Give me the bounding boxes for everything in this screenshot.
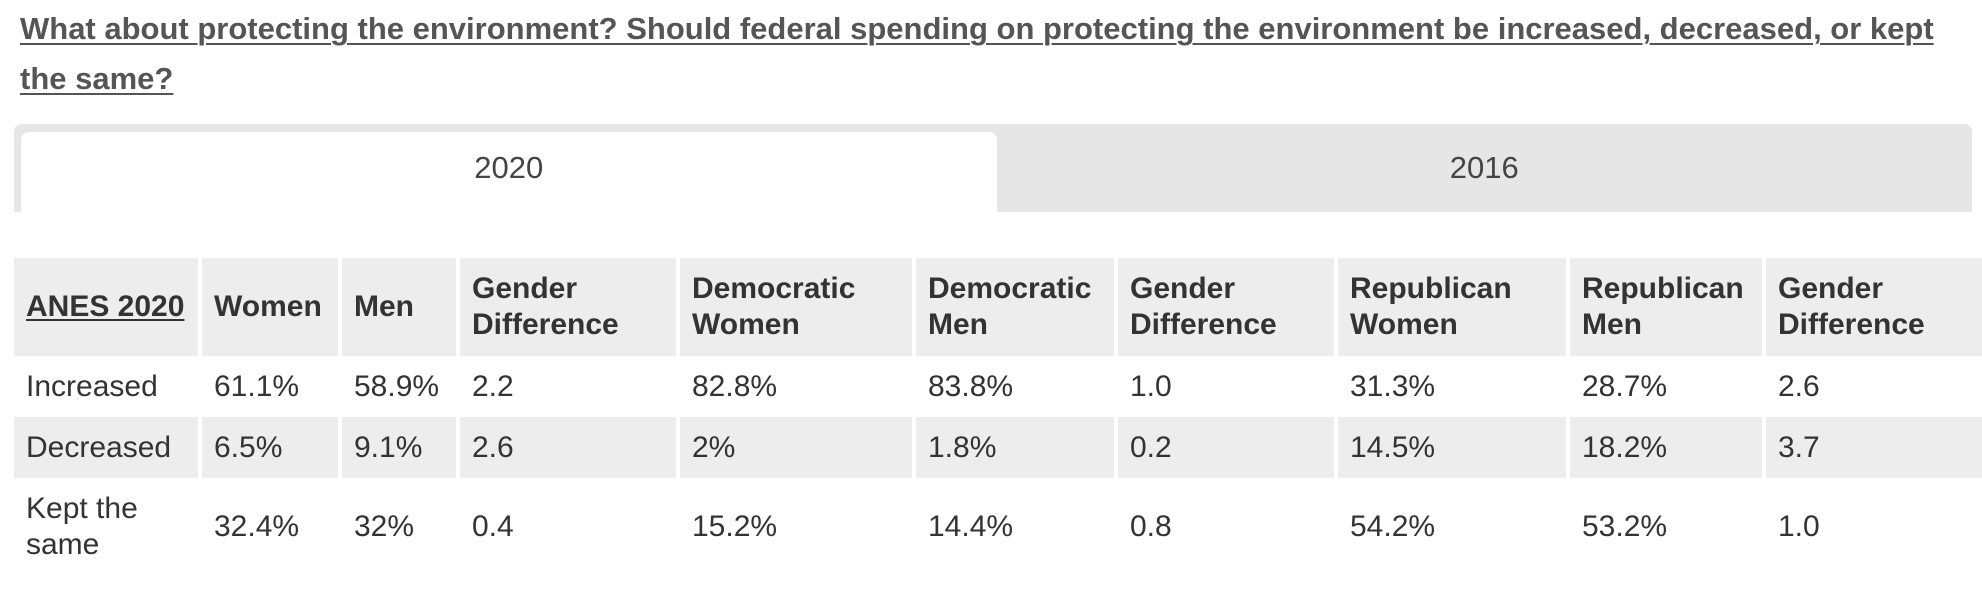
table-cell: 1.0 [1766,478,1982,576]
table-cell: 1.8% [916,417,1114,478]
table-cell: 58.9% [342,356,456,417]
table-cell: 0.2 [1118,417,1334,478]
column-header-democratic-gender-difference: Gender Difference [1118,258,1334,356]
table-row: Kept the same 32.4% 32% 0.4 15.2% 14.4% … [14,478,1982,576]
column-header-republican-men: Republican Men [1570,258,1762,356]
results-table: ANES 2020 Women Men Gender Difference De… [10,258,1982,576]
table-cell: 0.4 [460,478,676,576]
table-cell: 9.1% [342,417,456,478]
table-cell: 31.3% [1338,356,1566,417]
table-cell: 83.8% [916,356,1114,417]
table-cell: 2% [680,417,912,478]
year-tabs: 2020 2016 [14,124,1972,212]
table-cell: 2.6 [1766,356,1982,417]
tab-2020[interactable]: 2020 [21,132,997,212]
table-cell: 61.1% [202,356,338,417]
question-title: What about protecting the environment? S… [20,11,1934,96]
column-header-anes: ANES 2020 [14,258,198,356]
table-cell: 32.4% [202,478,338,576]
table-cell: 82.8% [680,356,912,417]
table-cell: 0.8 [1118,478,1334,576]
table-cell: 14.5% [1338,417,1566,478]
table-row: Increased 61.1% 58.9% 2.2 82.8% 83.8% 1.… [14,356,1982,417]
row-label-kept-the-same: Kept the same [14,478,198,576]
tab-2016[interactable]: 2016 [996,124,1972,212]
table-cell: 54.2% [1338,478,1566,576]
table-header-row: ANES 2020 Women Men Gender Difference De… [14,258,1982,356]
table-cell: 32% [342,478,456,576]
column-header-men: Men [342,258,456,356]
table-cell: 3.7 [1766,417,1982,478]
column-header-women: Women [202,258,338,356]
column-header-democratic-men: Democratic Men [916,258,1114,356]
table-cell: 14.4% [916,478,1114,576]
column-header-republican-women: Republican Women [1338,258,1566,356]
table-cell: 28.7% [1570,356,1762,417]
table-row: Decreased 6.5% 9.1% 2.6 2% 1.8% 0.2 14.5… [14,417,1982,478]
column-header-gender-difference: Gender Difference [460,258,676,356]
row-label-increased: Increased [14,356,198,417]
table-cell: 2.2 [460,356,676,417]
table-cell: 15.2% [680,478,912,576]
table-cell: 2.6 [460,417,676,478]
table-cell: 53.2% [1570,478,1762,576]
column-header-democratic-women: Democratic Women [680,258,912,356]
row-label-decreased: Decreased [14,417,198,478]
table-cell: 18.2% [1570,417,1762,478]
column-header-republican-gender-difference: Gender Difference [1766,258,1982,356]
table-cell: 1.0 [1118,356,1334,417]
table-cell: 6.5% [202,417,338,478]
